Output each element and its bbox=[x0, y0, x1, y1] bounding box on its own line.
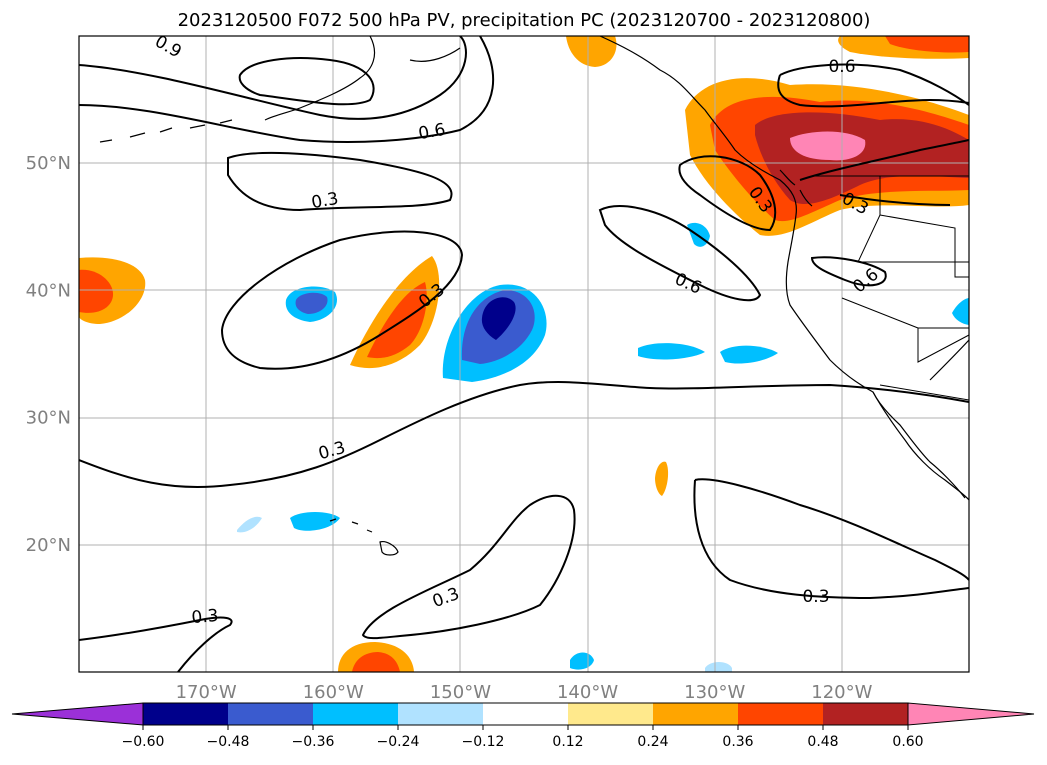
fill-top-024 bbox=[566, 36, 617, 67]
colorbar-segment bbox=[568, 703, 653, 725]
colorbar-segment bbox=[653, 703, 738, 725]
colorbar-tick-label: 0.12 bbox=[552, 734, 583, 750]
contour-label: 0.6 bbox=[417, 120, 447, 144]
fill-neg-a bbox=[638, 343, 705, 360]
contour-06-ne bbox=[678, 155, 777, 232]
fill-neg-b bbox=[720, 345, 778, 364]
colorbar-tick-label: −0.36 bbox=[292, 734, 335, 750]
fill-bottom-036 bbox=[352, 652, 400, 672]
contour-03-ne-top bbox=[777, 63, 969, 108]
map-frame bbox=[78, 35, 970, 673]
contour-06-upper bbox=[79, 36, 495, 143]
contour-03-ne bbox=[598, 205, 762, 302]
colorbar-extend-min bbox=[11, 702, 144, 726]
lon-tick-label: 160°W bbox=[303, 682, 364, 703]
coastline-hawaii bbox=[329, 518, 399, 556]
lon-tick-label: 120°W bbox=[811, 682, 872, 703]
lat-tick-label: 30°N bbox=[26, 408, 71, 429]
contour-06-center bbox=[220, 230, 464, 370]
contour-03-sw bbox=[79, 616, 233, 672]
map-gridlines bbox=[79, 36, 969, 672]
colorbar-segment bbox=[228, 703, 313, 725]
contour-03-se bbox=[693, 478, 969, 600]
fill-neg-e bbox=[237, 516, 262, 533]
coastline-baja bbox=[872, 391, 966, 499]
fill-neg-d bbox=[290, 512, 340, 531]
colorbar: −0.60 −0.48 −0.36 −0.24 −0.12 0.12 0.24 0.36 0.4… bbox=[11, 702, 1035, 750]
coastline-alaska bbox=[264, 36, 461, 121]
contour-label: 0.3 bbox=[310, 189, 340, 213]
colorbar-segment bbox=[823, 703, 908, 725]
colorbar-segment bbox=[313, 703, 398, 725]
colorbar-extend-max bbox=[907, 702, 1035, 726]
colorbar-tick-label: −0.48 bbox=[207, 734, 250, 750]
coastlines bbox=[99, 36, 969, 556]
colorbar-segment bbox=[398, 703, 483, 725]
precip-fills bbox=[79, 36, 969, 672]
fill-center-036 bbox=[367, 282, 427, 359]
colorbar-segment bbox=[738, 703, 823, 725]
colorbar-segment bbox=[143, 703, 228, 725]
contour-label: 0.3 bbox=[191, 606, 220, 628]
colorbar-tick-label: −0.12 bbox=[462, 734, 505, 750]
contour-03-pnw bbox=[799, 139, 969, 206]
fill-pos-a bbox=[655, 461, 669, 496]
fill-ne-036 bbox=[885, 36, 969, 53]
lon-tick-label: 130°W bbox=[684, 682, 745, 703]
contour-03-mid-south bbox=[361, 494, 576, 640]
coastline-north-america bbox=[599, 36, 969, 501]
pv-contours bbox=[79, 36, 969, 672]
colorbar-frame bbox=[142, 702, 909, 726]
colorbar-tick-label: 0.24 bbox=[637, 734, 668, 750]
lat-tick-label: 20°N bbox=[26, 535, 71, 556]
fill-center-neg-048 bbox=[481, 297, 516, 340]
contour-06-california bbox=[810, 256, 887, 287]
contour-03-alaska bbox=[238, 57, 375, 106]
lat-tick-label: 50°N bbox=[26, 153, 71, 174]
colorbar-tick-label: −0.60 bbox=[122, 734, 165, 750]
fill-neg-h bbox=[705, 662, 732, 672]
lon-tick-label: 140°W bbox=[557, 682, 618, 703]
colorbar-tick-label: 0.48 bbox=[807, 734, 838, 750]
lat-tick-labels: 20°N 30°N 40°N 50°N bbox=[26, 153, 71, 556]
lat-tick-label: 40°N bbox=[26, 280, 71, 301]
colorbar-tick-label: 0.60 bbox=[892, 734, 923, 750]
colorbar-tick-label: −0.24 bbox=[377, 734, 420, 750]
coastline-aleutians bbox=[99, 119, 233, 143]
borders bbox=[812, 175, 969, 401]
lon-tick-label: 150°W bbox=[430, 682, 491, 703]
coastline-inner bbox=[929, 339, 969, 381]
fill-neg-f bbox=[952, 298, 969, 325]
lon-tick-label: 170°W bbox=[176, 682, 237, 703]
colorbar-segment bbox=[483, 703, 568, 725]
fill-neg-160-036 bbox=[295, 292, 328, 314]
coastline-islands-bc bbox=[779, 169, 813, 207]
contour-label: 0.3 bbox=[802, 587, 829, 607]
contour-09 bbox=[79, 36, 467, 120]
colorbar-tick-label: 0.36 bbox=[722, 734, 753, 750]
contour-03-loop bbox=[227, 151, 453, 212]
fill-nw-060 bbox=[790, 131, 866, 161]
map-area: 0.90.60.30.30.30.60.30.60.30.60.30.30.3 bbox=[79, 36, 969, 672]
contour-03-long bbox=[79, 381, 969, 488]
border-states bbox=[841, 176, 969, 401]
fill-left-036 bbox=[79, 269, 114, 313]
lon-tick-labels: 170°W 160°W 150°W 140°W 130°W 120°W bbox=[176, 682, 873, 703]
chart-title: 2023120500 F072 500 hPa PV, precipitatio… bbox=[178, 10, 871, 31]
contour-label: 0.6 bbox=[828, 57, 855, 77]
